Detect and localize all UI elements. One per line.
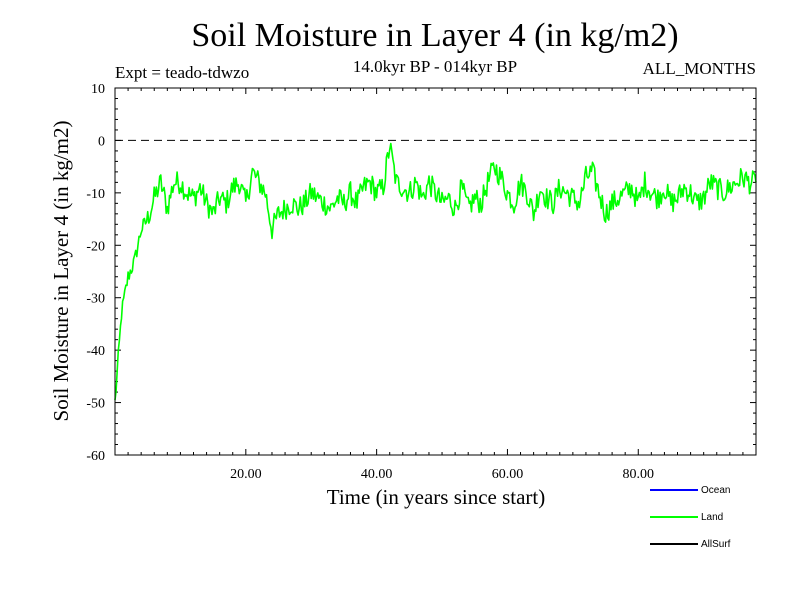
y-tick-label: -30	[86, 292, 105, 307]
x-tick-label: 80.00	[623, 467, 655, 482]
chart-subtitle: 14.0kyr BP - 014kyr BP	[353, 57, 517, 76]
experiment-label: Expt = teado-tdwzo	[115, 63, 249, 82]
y-tick-label: 0	[98, 134, 105, 149]
plot-layer: 10 0 -10 -20 -30 -40 -50 -60 20.00 40.00 60.00 80.0…	[86, 82, 757, 482]
series-line-land	[114, 142, 757, 401]
months-label: ALL_MONTHS	[643, 59, 756, 78]
x-tick-label: 40.00	[361, 467, 393, 482]
y-tick-label: -20	[86, 239, 105, 254]
y-axis-label: Soil Moisture in Layer 4 (in kg/m2)	[49, 121, 73, 422]
y-tick-label: -50	[86, 397, 105, 412]
y-tick-label: 10	[91, 82, 105, 97]
x-axis-label: Time (in years since start)	[327, 485, 546, 509]
y-tick-label: -40	[86, 344, 105, 359]
x-tick-label: 20.00	[230, 467, 262, 482]
legend-label-ocean: Ocean	[701, 485, 730, 496]
y-tick-label: -10	[86, 187, 105, 202]
legend-label-land: Land	[701, 512, 723, 523]
legend-label-allsurf: AllSurf	[701, 539, 731, 550]
y-tick-label: -60	[86, 449, 105, 464]
legend: Ocean Land AllSurf	[650, 485, 731, 550]
plot-frame	[114, 87, 757, 456]
x-tick-label: 60.00	[492, 467, 524, 482]
chart-title: Soil Moisture in Layer 4 (in kg/m2)	[191, 17, 678, 54]
